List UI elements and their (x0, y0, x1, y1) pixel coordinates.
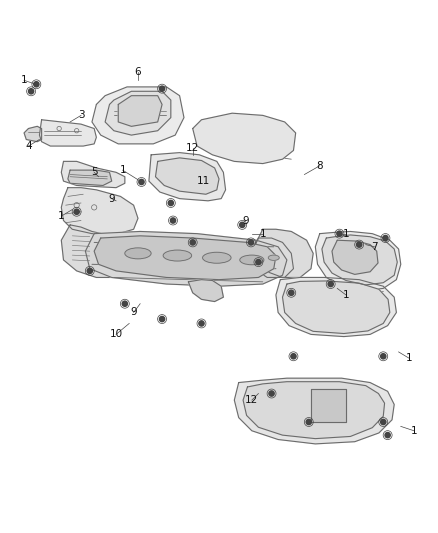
Text: 1: 1 (58, 211, 65, 221)
Circle shape (199, 321, 204, 326)
Ellipse shape (268, 255, 279, 260)
Circle shape (328, 281, 333, 287)
Text: 1: 1 (343, 229, 350, 239)
Text: 5: 5 (91, 167, 98, 177)
Text: 7: 7 (371, 242, 378, 252)
Circle shape (87, 268, 92, 273)
Polygon shape (39, 120, 96, 146)
Polygon shape (315, 231, 401, 290)
Circle shape (74, 209, 79, 214)
Circle shape (190, 240, 195, 245)
Circle shape (34, 82, 39, 87)
Text: 12: 12 (245, 395, 258, 405)
Circle shape (383, 236, 388, 241)
Circle shape (159, 317, 165, 322)
Text: 1: 1 (406, 353, 413, 364)
Text: 9: 9 (242, 215, 249, 225)
Ellipse shape (125, 248, 151, 259)
Circle shape (159, 86, 165, 91)
Circle shape (248, 240, 254, 245)
Ellipse shape (240, 255, 264, 265)
Circle shape (256, 260, 261, 265)
Polygon shape (105, 91, 171, 135)
Polygon shape (243, 382, 385, 439)
Circle shape (291, 354, 296, 359)
Circle shape (168, 200, 173, 206)
Polygon shape (252, 238, 293, 278)
Circle shape (337, 231, 342, 236)
Polygon shape (68, 170, 112, 185)
Polygon shape (61, 188, 138, 233)
Text: 1: 1 (410, 426, 417, 436)
Polygon shape (24, 126, 42, 142)
Circle shape (139, 179, 144, 184)
Circle shape (28, 88, 34, 94)
Polygon shape (256, 229, 313, 278)
Circle shape (122, 301, 127, 306)
Circle shape (240, 222, 245, 228)
Circle shape (381, 419, 386, 425)
Ellipse shape (163, 250, 192, 261)
Text: 1: 1 (119, 165, 126, 175)
Text: 4: 4 (25, 141, 32, 151)
Text: 1: 1 (21, 75, 28, 85)
Polygon shape (188, 280, 223, 302)
Text: 10: 10 (110, 329, 123, 340)
Polygon shape (283, 281, 390, 334)
Text: 11: 11 (197, 176, 210, 186)
Polygon shape (193, 113, 296, 164)
Polygon shape (149, 152, 226, 201)
Polygon shape (276, 278, 396, 336)
Polygon shape (118, 96, 162, 126)
Circle shape (381, 354, 386, 359)
Circle shape (269, 391, 274, 396)
Polygon shape (332, 240, 378, 274)
Circle shape (357, 242, 362, 247)
Circle shape (306, 419, 311, 425)
Polygon shape (92, 87, 184, 144)
Polygon shape (94, 236, 276, 280)
Polygon shape (61, 161, 125, 188)
Circle shape (170, 218, 176, 223)
Text: 1: 1 (343, 290, 350, 300)
Polygon shape (311, 389, 346, 422)
Polygon shape (322, 235, 397, 285)
Circle shape (289, 290, 294, 295)
Circle shape (385, 432, 390, 438)
Text: 1: 1 (259, 229, 266, 239)
Text: 3: 3 (78, 110, 85, 120)
Text: 8: 8 (316, 161, 323, 171)
Ellipse shape (202, 252, 231, 263)
Polygon shape (85, 231, 287, 286)
Polygon shape (61, 225, 134, 278)
Polygon shape (155, 158, 219, 194)
Polygon shape (234, 378, 394, 444)
Text: 12: 12 (186, 143, 199, 154)
Text: 9: 9 (108, 193, 115, 204)
Text: 6: 6 (134, 67, 141, 77)
Text: 9: 9 (130, 308, 137, 318)
